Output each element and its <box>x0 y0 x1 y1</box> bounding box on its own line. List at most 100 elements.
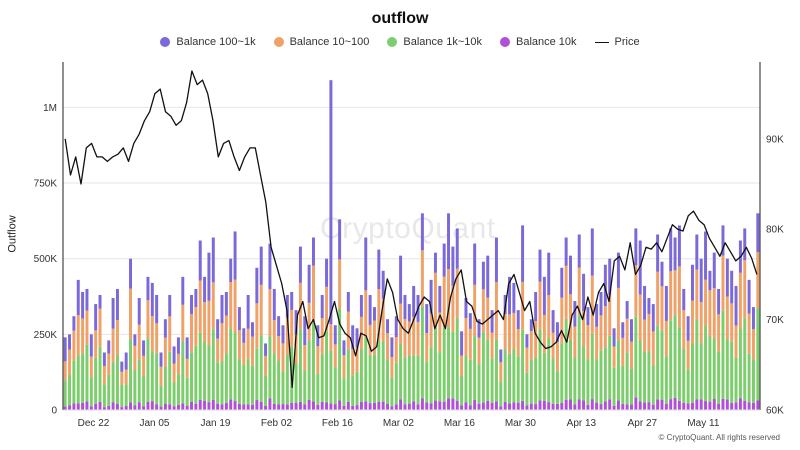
bar-segment-b100-1k <box>486 255 490 298</box>
bar-segment-b10k <box>747 402 751 410</box>
bar-segment-b1k-10k <box>333 367 337 405</box>
bar-segment-b10-100 <box>669 271 673 321</box>
chart-title: outflow <box>371 10 429 27</box>
bar-segment-b10-100 <box>756 252 760 309</box>
bar-segment-b10k <box>329 403 333 410</box>
bar-segment-b1k-10k <box>586 359 590 405</box>
y-left-tick-label: 500K <box>34 254 58 265</box>
bar-segment-b10-100 <box>481 289 485 332</box>
bar-segment-b10-100 <box>72 330 76 361</box>
bar-segment-b1k-10k <box>181 341 185 404</box>
bar-segment-b100-1k <box>137 298 141 325</box>
bar-segment-b1k-10k <box>756 308 760 401</box>
bar-segment-b10k <box>63 406 67 410</box>
bar-segment-b100-1k <box>686 316 690 341</box>
y-right-tick-label: 90K <box>766 134 784 145</box>
bar-segment-b10-100 <box>216 338 220 363</box>
legend-item-b1k-10k[interactable]: Balance 1k~10k <box>387 36 482 48</box>
bar-segment-b1k-10k <box>307 340 311 400</box>
bar-segment-b10k <box>455 400 459 410</box>
legend: Balance 100~1k Balance 10~100 Balance 1k… <box>0 36 800 48</box>
bar-segment-b1k-10k <box>412 355 416 402</box>
bar-segment-b100-1k <box>251 322 254 337</box>
bar-segment-b10-100 <box>124 369 128 385</box>
bar-segment-b10k <box>307 399 311 410</box>
bar-segment-b100-1k <box>224 291 228 316</box>
bar-segment-b10k <box>416 404 420 410</box>
bar-segment-b10-100 <box>224 315 228 354</box>
bar-segment-b100-1k <box>512 282 516 313</box>
bar-segment-b10k <box>224 402 228 410</box>
bar-segment-b100-1k <box>407 304 411 322</box>
bar-segment-b100-1k <box>577 234 581 268</box>
bar-segment-b100-1k <box>198 240 202 281</box>
bar-segment-b1k-10k <box>94 357 98 404</box>
bar-segment-b100-1k <box>625 301 629 319</box>
bar-segment-b100-1k <box>329 80 333 325</box>
bar-segment-b1k-10k <box>577 315 581 400</box>
legend-item-b100-1k[interactable]: Balance 100~1k <box>160 36 256 48</box>
bar-segment-b10k <box>499 406 503 410</box>
bar-segment-b10k <box>551 404 555 410</box>
bar-segment-b10-100 <box>159 366 163 386</box>
bar-segment-b100-1k <box>464 298 468 318</box>
bar-segment-b10-100 <box>172 363 176 383</box>
bar-segment-b10-100 <box>294 333 298 364</box>
bar-segment-b10-100 <box>281 343 285 372</box>
bar-segment-b100-1k <box>120 361 124 372</box>
bar-segment-b10k <box>751 402 755 410</box>
bar-segment-b10k <box>630 404 633 410</box>
bar-segment-b10k <box>325 402 329 410</box>
bar-segment-b1k-10k <box>616 340 620 401</box>
bar-segment-b10-100 <box>717 314 721 352</box>
bar-segment-b10k <box>172 406 176 410</box>
bar-segment-b100-1k <box>429 279 433 314</box>
bar-segment-b10-100 <box>447 269 451 328</box>
bar-segment-b100-1k <box>690 264 694 301</box>
bar-segment-b100-1k <box>312 237 315 266</box>
bar-segment-b1k-10k <box>416 355 420 405</box>
bar-segment-b1k-10k <box>220 361 224 405</box>
bar-segment-b100-1k <box>490 310 494 333</box>
bar-segment-b1k-10k <box>159 385 163 407</box>
bar-segment-b100-1k <box>699 258 703 302</box>
bar-segment-b10k <box>176 404 180 410</box>
bar-segment-b1k-10k <box>690 343 694 403</box>
bar-segment-b10k <box>721 398 725 410</box>
bar-segment-b10-100 <box>290 309 294 347</box>
bar-segment-b10-100 <box>564 265 568 319</box>
bar-segment-b1k-10k <box>194 345 198 404</box>
bar-segment-b1k-10k <box>229 328 233 400</box>
bar-segment-b100-1k <box>207 252 211 301</box>
bar-segment-b10-100 <box>725 296 729 340</box>
bar-segment-b100-1k <box>673 237 677 271</box>
bar-segment-b1k-10k <box>394 362 398 405</box>
bar-segment-b1k-10k <box>743 318 747 401</box>
bar-segment-b1k-10k <box>442 327 446 402</box>
bar-segment-b10k <box>725 399 729 410</box>
bar-segment-b100-1k <box>220 295 224 324</box>
bar-segment-b100-1k <box>277 316 281 337</box>
bar-segment-b1k-10k <box>172 382 176 407</box>
bar-segment-b100-1k <box>368 295 372 325</box>
bar-segment-b100-1k <box>725 258 729 297</box>
bar-segment-b10-100 <box>529 331 533 361</box>
bar-segment-b1k-10k <box>738 328 742 399</box>
bar-segment-b100-1k <box>708 270 712 291</box>
bar-segment-b100-1k <box>176 337 180 354</box>
bar-segment-b1k-10k <box>85 344 89 402</box>
bar-segment-b10k <box>264 406 268 410</box>
bar-segment-b1k-10k <box>538 329 542 401</box>
bar-segment-b10-100 <box>190 314 193 353</box>
bar-segment-b10-100 <box>425 333 429 362</box>
bar-segment-b100-1k <box>386 319 390 334</box>
bar-segment-b10-100 <box>255 303 259 349</box>
bar-segment-b1k-10k <box>677 327 681 401</box>
bar-segment-b10k <box>756 400 760 410</box>
legend-item-price[interactable]: Price <box>594 36 640 48</box>
bar-segment-b10-100 <box>460 355 464 377</box>
legend-item-b10-100[interactable]: Balance 10~100 <box>273 36 369 48</box>
bar-segment-b10-100 <box>612 346 616 368</box>
legend-item-b10k[interactable]: Balance 10k <box>500 36 577 48</box>
